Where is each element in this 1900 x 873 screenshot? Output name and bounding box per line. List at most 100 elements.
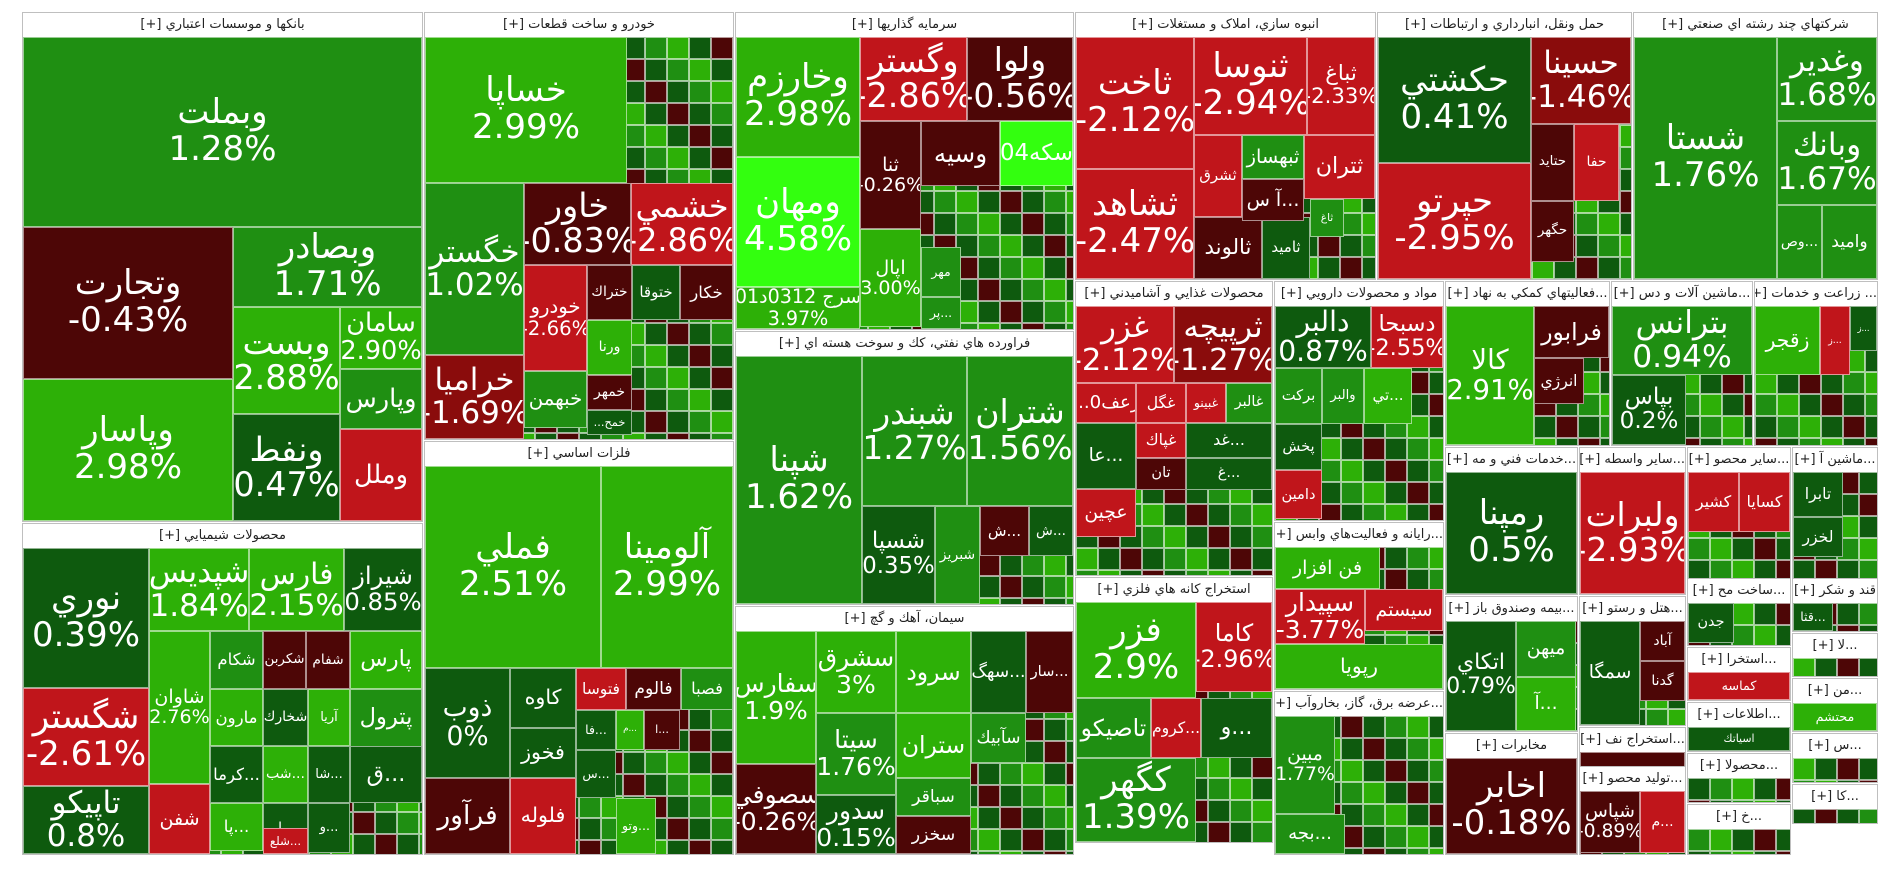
minor-stock-tile[interactable] (1164, 279, 1186, 280)
minor-stock-tile[interactable] (243, 521, 265, 522)
minor-stock-tile[interactable] (1429, 547, 1443, 569)
stock-tile[interactable]: ثتران (1304, 135, 1375, 199)
minor-stock-tile[interactable] (1429, 460, 1443, 482)
minor-stock-tile[interactable] (1274, 279, 1296, 280)
minor-stock-tile[interactable] (579, 840, 601, 854)
minor-stock-tile[interactable] (1732, 603, 1754, 625)
minor-stock-tile[interactable] (667, 81, 689, 103)
minor-stock-tile[interactable] (711, 81, 733, 103)
stock-tile[interactable]: بركت (1275, 368, 1322, 424)
minor-stock-tile[interactable] (689, 389, 711, 411)
stock-tile[interactable]: كالا 2.91% (1446, 306, 1534, 445)
minor-stock-tile[interactable] (1859, 625, 1877, 631)
minor-stock-tile[interactable] (1066, 576, 1073, 598)
minor-stock-tile[interactable] (623, 774, 645, 796)
minor-stock-tile[interactable] (111, 521, 133, 522)
minor-stock-tile[interactable] (1865, 394, 1877, 416)
stock-tile[interactable]: خمهر (587, 375, 632, 410)
minor-stock-tile[interactable] (978, 807, 1000, 829)
stock-tile[interactable]: ...شا (308, 746, 350, 803)
minor-stock-tile[interactable] (309, 521, 331, 522)
minor-stock-tile[interactable] (1363, 848, 1385, 854)
minor-stock-tile[interactable] (1252, 504, 1272, 526)
minor-stock-tile[interactable] (1732, 538, 1754, 560)
minor-stock-tile[interactable] (557, 433, 579, 439)
minor-stock-tile[interactable] (1341, 460, 1363, 482)
minor-stock-tile[interactable] (1429, 416, 1443, 438)
stock-tile[interactable]: بترانس 0.94% (1612, 306, 1752, 375)
stock-tile[interactable]: شپنا 1.62% (736, 356, 862, 604)
minor-stock-tile[interactable] (1766, 279, 1788, 280)
minor-stock-tile[interactable] (23, 521, 45, 522)
sector-block[interactable]: شرکتهاي چند رشته اي صنعتي [+] شستا 1.76% وغ… (1633, 12, 1878, 280)
minor-stock-tile[interactable] (1208, 822, 1230, 842)
stock-tile[interactable]: پخش (1275, 424, 1322, 470)
minor-stock-tile[interactable] (711, 37, 733, 59)
minor-stock-tile[interactable] (645, 125, 667, 147)
minor-stock-tile[interactable] (1407, 716, 1429, 738)
minor-stock-tile[interactable] (1598, 235, 1620, 257)
stock-tile[interactable]: شسپا 0.35% (862, 506, 935, 604)
sector-header[interactable]: ...عرضه برق، گاز، بخاروآب [+] (1275, 692, 1443, 716)
minor-stock-tile[interactable] (1230, 526, 1252, 548)
minor-stock-tile[interactable] (1076, 548, 1098, 570)
minor-stock-tile[interactable] (1732, 625, 1754, 645)
sector-block[interactable]: انبوه سازي، املاک و مستغلات [+] ثاخت -2.12… (1075, 12, 1376, 280)
minor-stock-tile[interactable] (1837, 603, 1859, 625)
sector-block[interactable]: ...ساير محصو [+] كشير كسايا (1687, 447, 1791, 595)
minor-stock-tile[interactable] (1732, 778, 1754, 800)
minor-stock-tile[interactable] (1815, 658, 1837, 676)
minor-stock-tile[interactable] (1600, 394, 1609, 416)
minor-stock-tile[interactable] (1656, 279, 1678, 280)
minor-stock-tile[interactable] (689, 730, 711, 752)
minor-stock-tile[interactable] (1000, 213, 1022, 235)
minor-stock-tile[interactable] (1044, 554, 1066, 576)
minor-stock-tile[interactable] (265, 521, 287, 522)
stock-tile[interactable]: واميد (1822, 205, 1877, 279)
stock-tile[interactable]: غگل (1136, 383, 1186, 423)
minor-stock-tile[interactable] (1646, 709, 1668, 725)
minor-stock-tile[interactable] (645, 345, 667, 367)
stock-tile[interactable]: جدن (1688, 603, 1734, 643)
minor-stock-tile[interactable] (1142, 548, 1164, 570)
minor-stock-tile[interactable] (689, 323, 711, 345)
minor-stock-tile[interactable] (1710, 778, 1732, 800)
minor-stock-tile[interactable] (1722, 372, 1744, 394)
minor-stock-tile[interactable] (1363, 760, 1385, 782)
minor-stock-tile[interactable] (1098, 548, 1120, 570)
sector-block[interactable]: ...رايانه و فعاليت‌هاي وابس [+] فن افزار س… (1274, 522, 1444, 690)
minor-stock-tile[interactable] (1318, 279, 1340, 280)
minor-stock-tile[interactable] (1340, 235, 1362, 257)
minor-stock-tile[interactable] (645, 411, 667, 433)
sector-header[interactable]: ...محصولا [+] (1688, 754, 1790, 778)
sector-block[interactable]: سيمان، آهك و گچ [+] سفارس 1.9% سشرق 3% سرود..… (735, 606, 1074, 855)
minor-stock-tile[interactable] (1754, 603, 1776, 625)
minor-stock-tile[interactable] (667, 125, 689, 147)
minor-stock-tile[interactable] (1578, 438, 1600, 445)
minor-stock-tile[interactable] (1186, 504, 1208, 526)
minor-stock-tile[interactable] (1407, 438, 1429, 460)
stock-tile[interactable]: سمگا (1580, 621, 1640, 725)
minor-stock-tile[interactable] (1044, 323, 1066, 329)
minor-stock-tile[interactable] (1821, 372, 1843, 394)
minor-stock-tile[interactable] (1066, 554, 1073, 576)
stock-tile[interactable]: ...ش (1029, 506, 1073, 556)
stock-tile[interactable]: حسينا -1.46% (1531, 37, 1631, 124)
stock-tile[interactable]: ...س (576, 750, 616, 798)
stock-tile[interactable]: وتجارت -0.43% (23, 227, 233, 379)
minor-stock-tile[interactable] (397, 812, 419, 834)
stock-tile[interactable]: ...غ (1186, 458, 1272, 490)
minor-stock-tile[interactable] (1446, 731, 1468, 732)
sector-header[interactable]: ...ساير محصو [+] (1688, 448, 1790, 472)
stock-tile[interactable]: ثنوسا -2.94% (1194, 37, 1307, 135)
sector-header[interactable]: انبوه سازي، املاک و مستغلات [+] (1076, 13, 1375, 37)
stock-tile[interactable]: بپاس 0.2% (1612, 375, 1686, 445)
minor-stock-tile[interactable] (1732, 800, 1754, 802)
minor-stock-tile[interactable] (1385, 848, 1407, 854)
minor-stock-tile[interactable] (1722, 438, 1744, 445)
minor-stock-tile[interactable] (1810, 279, 1832, 280)
minor-stock-tile[interactable] (1000, 235, 1022, 257)
minor-stock-tile[interactable] (1362, 279, 1376, 280)
minor-stock-tile[interactable] (1744, 416, 1752, 438)
stock-tile[interactable]: وبملت 1.28% (23, 37, 422, 227)
